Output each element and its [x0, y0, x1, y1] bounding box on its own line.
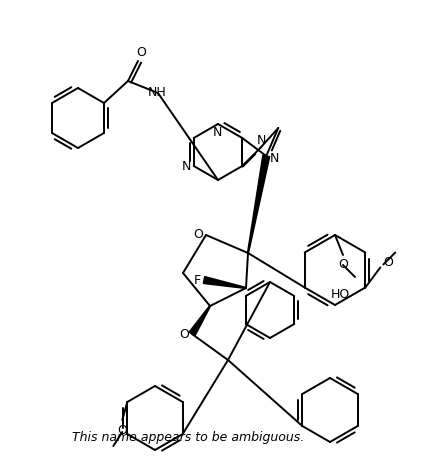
- Text: N: N: [182, 160, 191, 173]
- Text: N: N: [270, 152, 279, 166]
- Text: F: F: [193, 274, 201, 287]
- Text: O: O: [383, 256, 393, 269]
- Text: O: O: [117, 424, 127, 436]
- Text: HO: HO: [330, 288, 350, 301]
- Polygon shape: [189, 306, 211, 336]
- Text: N: N: [212, 126, 222, 139]
- Text: NH: NH: [148, 86, 166, 99]
- Text: O: O: [136, 47, 146, 60]
- Polygon shape: [203, 277, 246, 288]
- Text: O: O: [179, 328, 189, 341]
- Text: This name appears to be ambiguous.: This name appears to be ambiguous.: [72, 430, 304, 444]
- Text: O: O: [338, 258, 348, 271]
- Text: N: N: [256, 133, 266, 147]
- Polygon shape: [247, 155, 270, 253]
- Text: O: O: [193, 228, 203, 240]
